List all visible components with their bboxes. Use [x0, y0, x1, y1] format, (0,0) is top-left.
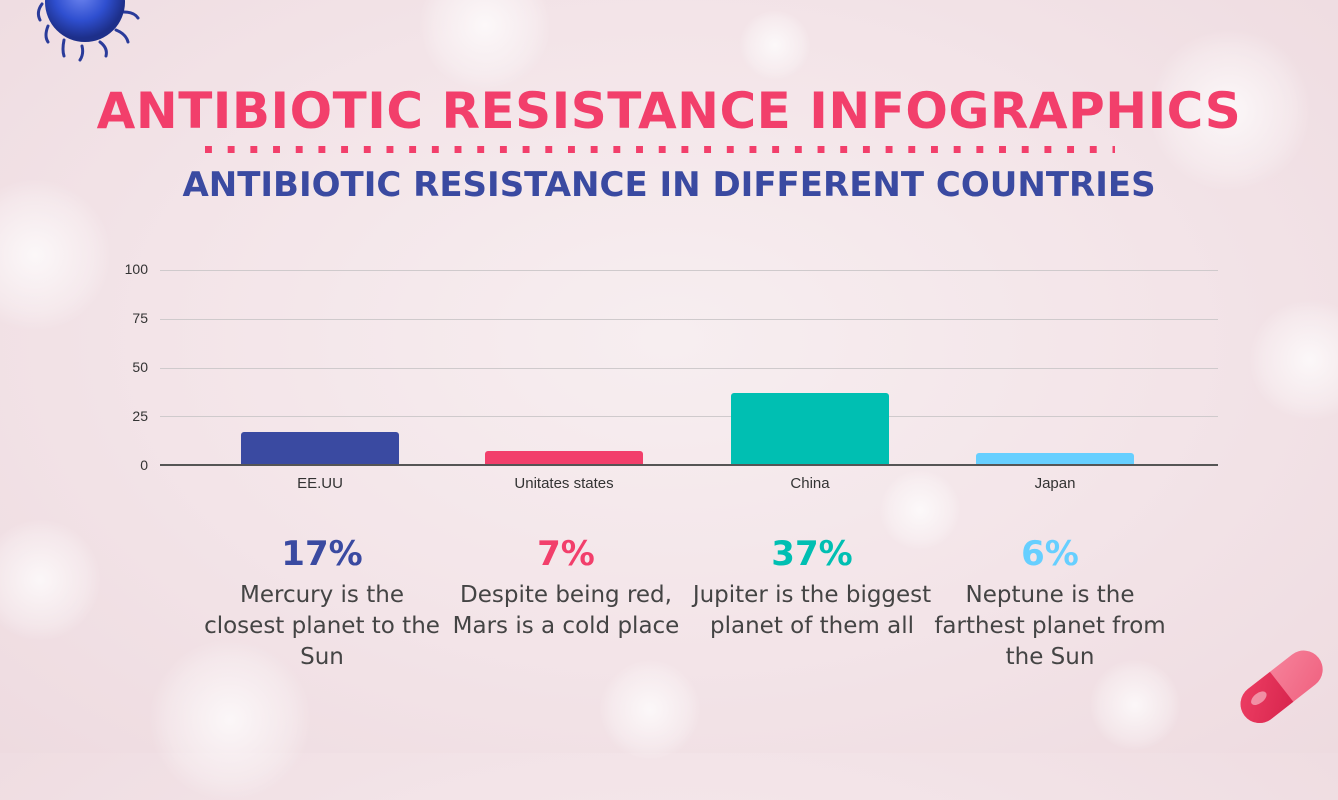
stat-description: Jupiter is the biggest planet of them al…: [692, 582, 932, 639]
bar-ee-uu: [241, 431, 399, 465]
y-tick: 0: [140, 457, 148, 473]
bokeh-light: [1250, 300, 1338, 420]
bokeh-light: [0, 520, 100, 640]
bokeh-light: [600, 660, 700, 760]
stat-value: 17%: [281, 534, 363, 574]
stat-card-eeuu: 17% Mercury is the closest planet to the…: [202, 532, 442, 673]
stat-value: 37%: [771, 534, 853, 574]
stat-description: Neptune is the farthest planet from the …: [934, 582, 1166, 670]
x-label: China: [790, 475, 830, 492]
y-tick: 75: [132, 310, 148, 326]
gridline: [160, 416, 1218, 417]
x-axis-line: [160, 464, 1218, 466]
stat-description: Despite being red, Mars is a cold place: [452, 582, 680, 639]
bar-unitates-states: [485, 451, 643, 465]
y-tick: 25: [132, 408, 148, 424]
x-label: Unitates states: [514, 475, 614, 492]
bokeh-light: [1090, 660, 1180, 750]
bokeh-light: [420, 0, 550, 90]
y-tick: 100: [124, 261, 148, 277]
stat-card-china: 37% Jupiter is the biggest planet of the…: [692, 532, 932, 642]
gridline: [160, 368, 1218, 369]
pill-icon: [1240, 650, 1323, 724]
bar-chart: 100 75 50 25 0 EE.UU Unitates states Chi…: [100, 255, 1230, 500]
page-subtitle: ANTIBIOTIC RESISTANCE IN DIFFERENT COUNT…: [182, 165, 1156, 205]
bokeh-light: [740, 10, 810, 80]
x-label: EE.UU: [297, 475, 343, 492]
stat-value: 7%: [537, 534, 595, 574]
x-label: Japan: [1034, 475, 1076, 492]
stat-card-united-states: 7% Despite being red, Mars is a cold pla…: [446, 532, 686, 642]
stat-description: Mercury is the closest planet to the Sun: [204, 582, 440, 670]
page-title: ANTIBIOTIC RESISTANCE INFOGRAPHICS: [96, 82, 1242, 140]
stat-value: 6%: [1021, 534, 1079, 574]
dotted-divider: [205, 146, 1115, 153]
gridline: [160, 319, 1218, 320]
virus-icon: [36, 0, 140, 62]
y-tick: 50: [132, 359, 148, 375]
stat-card-japan: 6% Neptune is the farthest planet from t…: [930, 532, 1170, 673]
bar-china: [731, 392, 889, 465]
bar-japan: [976, 453, 1134, 465]
gridline: [160, 270, 1218, 271]
